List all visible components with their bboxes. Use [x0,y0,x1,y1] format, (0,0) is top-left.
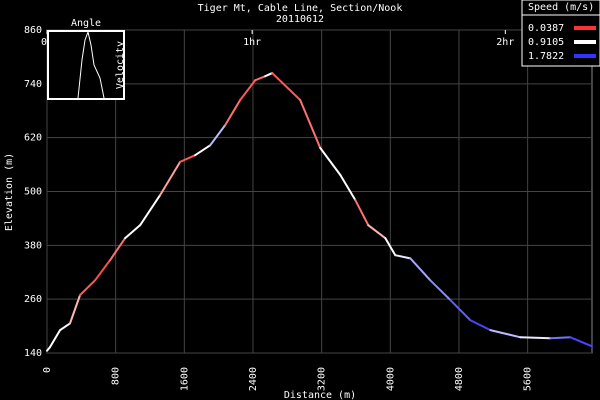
elevation-segment [109,237,127,262]
elevation-segment [409,257,432,282]
elevation-segment [264,72,274,78]
elevation-segment [339,173,357,202]
elevation-segment [159,160,182,197]
y-tick-label: 140 [24,348,42,359]
legend-title: Speed (m/s) [528,2,594,13]
chart-subtitle: 20110612 [276,14,324,25]
elevation-segment [394,254,412,260]
elevation-segment [319,146,342,176]
inset: Angle Velocity [47,18,126,100]
elevation-segment [239,79,257,101]
y-tick-label: 380 [24,240,42,251]
legend-label: 0.9105 [528,37,564,48]
elevation-segment [271,72,302,101]
y-tick-label: 500 [24,187,42,198]
elevation-segment [209,124,227,147]
x-tick-label: 1600 [179,367,190,391]
time-tick-label: 1hr [243,37,261,48]
x-axis-label: Distance (m) [284,390,356,400]
elevation-segment [469,319,492,332]
y-axis-label: Elevation (m) [4,153,15,231]
inset-curve [77,30,105,99]
elevation-segment [449,299,472,322]
inset-bg [49,32,123,98]
y-tick-label: 740 [24,79,42,90]
elevation-segment [489,329,522,339]
elevation-segment [519,336,552,340]
elevation-segment [124,224,142,240]
x-tick-label: 2400 [248,367,259,391]
inset-ylabel: Velocity [115,41,126,89]
elevation-segment [179,154,197,163]
time-tick-label: 2hr [496,37,514,48]
legend-label: 1.7822 [528,51,564,62]
elevation-segment [224,98,242,127]
elevation-segment [549,336,572,340]
x-tick-label: 800 [111,367,122,385]
elevation-segment [367,224,387,240]
x-tick-label: 0 [42,367,53,373]
x-tick-label: 5600 [523,367,534,391]
y-tick-label: 620 [24,133,42,144]
elevation-segment [354,199,370,227]
elevation-segment [254,75,267,82]
elevation-segment [194,144,212,157]
elevation-segment [384,237,397,257]
elevation-segment [429,279,452,302]
elevation-segment [299,98,322,149]
legend-label: 0.0387 [528,23,564,34]
elevation-segment [59,322,72,332]
x-tick-label: 3200 [317,367,328,391]
elevation-segment [139,194,162,227]
inset-title: Angle [71,18,101,29]
chart-title: Tiger Mt, Cable Line, Section/Nook [198,3,403,14]
elevation-segment [79,279,97,297]
y-tick-label: 860 [24,25,42,36]
x-tick-label: 4000 [385,367,396,391]
x-tick-label: 4800 [454,367,465,391]
elevation-segment [94,259,112,282]
elevation-segment [49,329,62,349]
y-tick-label: 260 [24,294,42,305]
elevation-segment [69,294,82,325]
elevation-segment [569,336,593,348]
